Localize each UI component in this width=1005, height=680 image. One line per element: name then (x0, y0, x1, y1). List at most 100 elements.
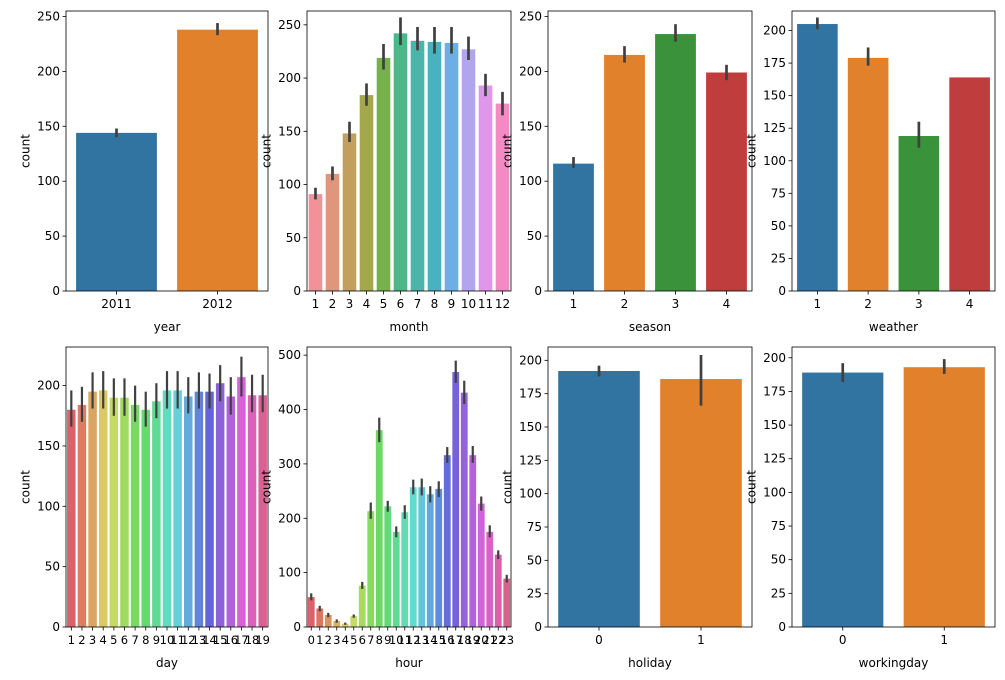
bar-day-14 (205, 391, 214, 627)
bar-workingday-0 (802, 372, 884, 627)
bar-hour-0 (307, 597, 315, 627)
ytick-label: 0 (534, 620, 542, 634)
bar-day-12 (184, 396, 193, 627)
bar-hour-12 (409, 487, 417, 627)
bar-month-1 (308, 194, 323, 291)
ytick-label: 100 (763, 485, 786, 499)
ytick-label: 75 (527, 520, 542, 534)
bar-month-8 (427, 41, 442, 291)
ytick-label: 250 (278, 18, 301, 32)
xtick-label: 3 (346, 297, 354, 311)
subplot-workingday: 0 25 50 75 100 125 150 175 200 0 1 workingday count (745, 346, 996, 670)
xtick-label: 11 (478, 297, 493, 311)
ytick-label: 150 (763, 418, 786, 432)
xtick-label: 10 (160, 633, 175, 647)
ytick-label: 250 (37, 9, 60, 23)
bar-weather-4 (949, 77, 990, 291)
ytick-label: 200 (519, 64, 542, 78)
xtick-label: 1 (697, 633, 705, 647)
ytick-label: 250 (519, 9, 542, 23)
xtick-label: 12 (495, 297, 510, 311)
bar-day-18 (247, 395, 257, 627)
x-axis-label: hour (395, 656, 423, 670)
xtick-label: 19 (465, 633, 480, 647)
xtick-label: 9 (384, 633, 391, 647)
axes-frame (547, 346, 753, 628)
bar-workingday-1 (903, 367, 985, 627)
bar-month-9 (444, 42, 459, 291)
ytick-label: 200 (763, 351, 786, 365)
xtick-label: 10 (461, 297, 476, 311)
xtick-label: 12 (181, 633, 196, 647)
xtick-label: 0 (595, 633, 603, 647)
ytick-label: 25 (527, 587, 542, 601)
xtick-label: 4 (966, 297, 974, 311)
xtick-label: 18 (245, 633, 260, 647)
xtick-label: 14 (423, 633, 438, 647)
bar-hour-18 (460, 392, 468, 627)
xtick-label: 0 (308, 633, 315, 647)
bar-hour-14 (426, 494, 434, 627)
xtick-label: 6 (397, 297, 405, 311)
bar-hour-5 (350, 616, 358, 627)
xtick-label: 23 (499, 633, 514, 647)
y-axis-label: count (260, 470, 274, 504)
xtick-label: 9 (448, 297, 456, 311)
xtick-label: 2 (325, 633, 332, 647)
bar-day-19 (258, 395, 267, 627)
xtick-label: 21 (482, 633, 497, 647)
bar-day-5 (109, 397, 119, 627)
ytick-label: 100 (519, 487, 542, 501)
xtick-label: 20 (474, 633, 489, 647)
ytick-label: 150 (519, 420, 542, 434)
xtick-label: 18 (457, 633, 472, 647)
bar-hour-23 (503, 578, 511, 627)
xtick-label: 0 (839, 633, 847, 647)
ytick-label: 200 (278, 71, 301, 85)
ytick-label: 100 (763, 154, 786, 168)
axes-frame (306, 346, 512, 628)
bar-month-3 (342, 133, 357, 291)
xtick-label: 2 (78, 633, 85, 647)
bar-day-11 (173, 390, 182, 627)
bar-day-1 (67, 409, 76, 627)
bar-month-2 (325, 173, 340, 291)
xtick-label: 3 (672, 297, 680, 311)
ytick-label: 100 (519, 174, 542, 188)
xtick-label: 15 (431, 633, 446, 647)
bar-year-2011 (76, 132, 157, 291)
bar-hour-16 (443, 455, 451, 627)
xtick-label: 8 (431, 297, 439, 311)
xtick-label: 3 (89, 633, 96, 647)
ytick-label: 0 (52, 620, 60, 634)
bar-day-15 (215, 383, 225, 627)
xtick-label: 6 (121, 633, 128, 647)
ytick-label: 200 (278, 511, 301, 525)
axes-frame (547, 10, 753, 292)
bar-month-5 (376, 57, 391, 292)
bar-month-12 (495, 103, 510, 292)
subplot-year: 0 50 100 150 200 250 2011 2012 year count (19, 9, 269, 334)
bar-hour-13 (418, 487, 426, 627)
subplot-weather: 0 25 50 75 100 125 150 175 200 1 2 3 4 weather count (745, 10, 996, 334)
ytick-label: 0 (778, 620, 786, 634)
ytick-label: 50 (771, 553, 786, 567)
xtick-label: 15 (213, 633, 228, 647)
xtick-label: 5 (350, 633, 357, 647)
ytick-label: 150 (519, 119, 542, 133)
ytick-label: 25 (771, 586, 786, 600)
ytick-label: 200 (763, 24, 786, 38)
ytick-label: 50 (771, 219, 786, 233)
bar-year-2012 (177, 29, 258, 292)
xtick-label: 2011 (101, 297, 132, 311)
ytick-label: 300 (278, 457, 301, 471)
xtick-label: 1 (312, 297, 320, 311)
axes-frame (791, 346, 996, 628)
ytick-label: 50 (45, 229, 60, 243)
ytick-label: 150 (37, 119, 60, 133)
ytick-label: 175 (519, 387, 542, 401)
ytick-label: 200 (37, 64, 60, 78)
ytick-label: 100 (37, 499, 60, 513)
